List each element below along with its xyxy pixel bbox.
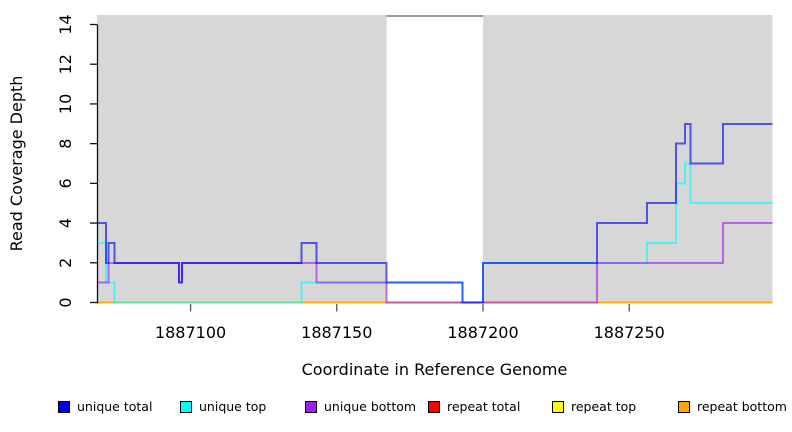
legend-label: unique bottom xyxy=(324,399,417,414)
legend-swatch xyxy=(678,401,690,413)
legend-item-unique-top: unique top xyxy=(180,396,266,418)
legend: unique total unique top unique bottom repea… xyxy=(0,396,792,418)
shaded-region xyxy=(483,15,773,303)
x-tick-label: 1887100 xyxy=(155,323,226,342)
legend-label: unique total xyxy=(77,399,153,414)
legend-item-unique-total: unique total xyxy=(58,396,152,418)
x-tick-label: 1887150 xyxy=(301,323,372,342)
legend-swatch xyxy=(180,401,192,413)
y-axis-title: Read Coverage Depth xyxy=(7,76,26,252)
y-tick-label: 10 xyxy=(56,94,75,114)
legend-swatch xyxy=(305,401,317,413)
legend-item-repeat-top: repeat top xyxy=(552,396,636,418)
legend-item-repeat-total: repeat total xyxy=(428,396,520,418)
shaded-region xyxy=(97,15,387,303)
series-unique-total xyxy=(97,122,773,304)
x-tick-label: 1887250 xyxy=(594,323,665,342)
y-tick-label: 2 xyxy=(56,258,75,268)
y-tick-label: 14 xyxy=(56,14,75,34)
x-axis-title: Coordinate in Reference Genome xyxy=(302,360,568,379)
legend-swatch xyxy=(58,401,70,413)
legend-label: repeat bottom xyxy=(697,399,787,414)
legend-label: repeat top xyxy=(571,399,637,414)
y-tick-label: 4 xyxy=(56,218,75,228)
legend-swatch xyxy=(552,401,564,413)
legend-item-repeat-bottom: repeat bottom xyxy=(678,396,787,418)
legend-label: repeat total xyxy=(447,399,521,414)
legend-item-unique-bottom: unique bottom xyxy=(305,396,416,418)
y-tick-label: 12 xyxy=(56,54,75,74)
legend-label: unique top xyxy=(199,399,267,414)
y-tick-label: 6 xyxy=(56,178,75,188)
x-tick-label: 1887200 xyxy=(447,323,518,342)
y-tick-label: 0 xyxy=(56,297,75,307)
y-tick-label: 8 xyxy=(56,139,75,149)
legend-swatch xyxy=(428,401,440,413)
